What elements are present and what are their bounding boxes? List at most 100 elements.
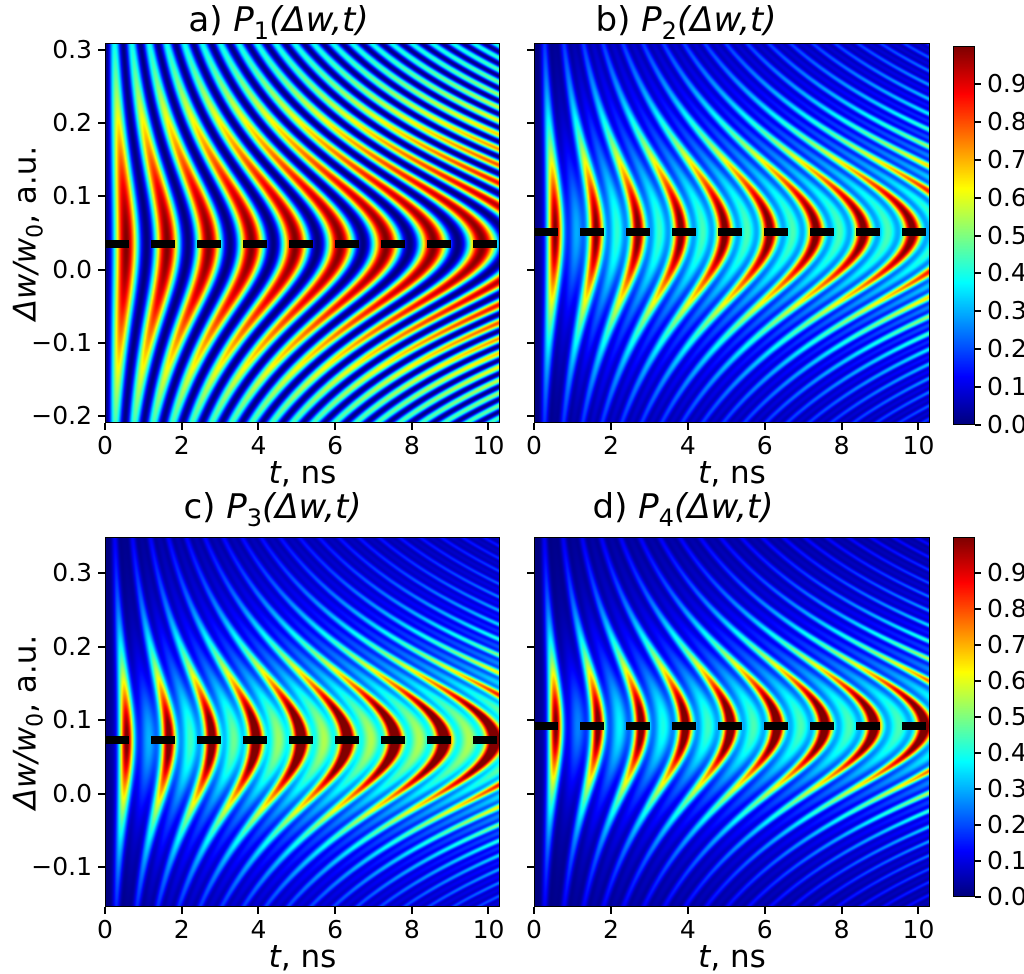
colorbar-tick-mark bbox=[975, 824, 981, 826]
x-tick-label: 2 bbox=[173, 431, 190, 460]
y-tick-mark bbox=[98, 792, 105, 795]
colorbar-tick-label: 0.5 bbox=[987, 702, 1024, 731]
x-axis-label-a: t, ns bbox=[268, 455, 337, 491]
colorbar-tick-label: 0.8 bbox=[987, 106, 1024, 136]
x-tick-mark bbox=[533, 423, 535, 430]
x-tick-mark bbox=[609, 423, 612, 430]
colorbar-tick-mark bbox=[975, 234, 981, 237]
colorbar-tick-mark bbox=[975, 120, 981, 123]
y-tick-mark bbox=[98, 866, 105, 869]
y-tick-label: 0.2 bbox=[52, 108, 92, 138]
panel-b-sub: 2 bbox=[661, 16, 677, 45]
panel-a-sub: 1 bbox=[253, 16, 270, 45]
x-tick-mark bbox=[763, 907, 766, 914]
x-axis-label-c: t, ns bbox=[268, 939, 337, 974]
x-tick-label: 0 bbox=[526, 431, 542, 460]
colorbar-tick-mark bbox=[975, 386, 981, 389]
x-tick-label: 6 bbox=[327, 915, 344, 944]
y-tick-mark bbox=[527, 792, 534, 795]
x-tick-mark bbox=[840, 907, 843, 914]
x-tick-mark bbox=[180, 907, 183, 914]
x-tick-label: 0 bbox=[97, 915, 113, 944]
x-tick-label: 4 bbox=[679, 915, 696, 944]
x-tick-label: 6 bbox=[327, 431, 344, 460]
x-axis-label-b: t, ns bbox=[698, 455, 766, 491]
resonance-dashed-line-a bbox=[105, 239, 500, 248]
colorbar-tick-mark bbox=[975, 196, 981, 199]
x-tick-mark bbox=[334, 423, 337, 430]
x-tick-mark bbox=[686, 423, 689, 430]
heatmap-panel-a bbox=[105, 43, 500, 423]
y-tick-label: 0.0 bbox=[52, 254, 92, 284]
colorbar-tick-label: 0.9 bbox=[987, 68, 1024, 98]
panel-d-func: P bbox=[638, 487, 659, 527]
x-tick-label: 2 bbox=[602, 431, 619, 460]
colorbar-tick-label: 0.3 bbox=[987, 774, 1024, 803]
colorbar-tick-label: 0.0 bbox=[987, 410, 1024, 439]
x-tick-label: 6 bbox=[756, 431, 773, 460]
y-tick-mark bbox=[527, 414, 534, 417]
panel-b-args: (Δw,t) bbox=[676, 0, 777, 40]
colorbar-tick-mark bbox=[975, 752, 981, 754]
x-tick-mark bbox=[410, 423, 413, 430]
colorbar-tick-label: 0.1 bbox=[987, 372, 1024, 402]
panel-a-func: P bbox=[233, 0, 254, 40]
x-tick-label: 8 bbox=[403, 915, 420, 944]
y-tick-mark bbox=[527, 719, 534, 722]
y-tick-label: −0.1 bbox=[31, 327, 92, 357]
colorbar-tick-label: 0.4 bbox=[987, 738, 1024, 767]
panel-c-func: P bbox=[226, 487, 247, 527]
colorbar-tick-label: 0.3 bbox=[987, 296, 1024, 326]
x-tick-mark bbox=[180, 423, 183, 430]
colorbar-tick-mark bbox=[975, 896, 981, 898]
panel-c-title: c) P3(Δw,t) bbox=[183, 487, 361, 532]
colorbar-tick-label: 0.9 bbox=[987, 558, 1024, 587]
heatmap-canvas-c bbox=[106, 538, 499, 906]
resonance-dashed-line-d bbox=[534, 722, 930, 731]
x-tick-label: 2 bbox=[602, 915, 619, 944]
x-tick-mark bbox=[104, 423, 106, 430]
colorbar-tick-mark bbox=[975, 680, 981, 682]
panel-c-letter: c) bbox=[183, 487, 227, 527]
colorbar-tick-label: 0.2 bbox=[987, 334, 1024, 364]
panel-a-title: a) P1(Δw,t) bbox=[188, 0, 368, 45]
x-tick-label: 8 bbox=[403, 431, 420, 460]
colorbar-tick-mark bbox=[975, 348, 981, 351]
x-tick-mark bbox=[257, 423, 260, 430]
x-tick-label: 10 bbox=[472, 431, 505, 460]
panel-d-letter: d) bbox=[592, 487, 639, 527]
y-tick-mark bbox=[98, 645, 105, 648]
panel-a-args: (Δw,t) bbox=[269, 0, 369, 40]
y-tick-mark bbox=[98, 268, 105, 271]
colorbar-tick-label: 0.4 bbox=[987, 258, 1024, 288]
y-tick-label: 0.1 bbox=[52, 181, 92, 211]
x-tick-label: 4 bbox=[250, 431, 267, 460]
y-tick-mark bbox=[98, 122, 105, 125]
y-tick-mark bbox=[98, 414, 105, 417]
y-tick-label: 0.1 bbox=[52, 705, 92, 735]
y-tick-mark bbox=[98, 572, 105, 575]
heatmap-panel-c bbox=[105, 537, 500, 907]
colorbar-tick-mark bbox=[975, 608, 981, 610]
resonance-dashed-line-b bbox=[534, 227, 930, 236]
x-tick-mark bbox=[917, 423, 920, 430]
colorbar-tick-label: 0.7 bbox=[987, 630, 1024, 659]
colorbar-tick-mark bbox=[975, 424, 981, 426]
colorbar-tick-mark bbox=[975, 310, 981, 313]
colorbar-tick-mark bbox=[975, 788, 981, 790]
x-axis-label-d: t, ns bbox=[698, 939, 766, 974]
colorbar-tick-label: 0.8 bbox=[987, 594, 1024, 623]
panel-a-letter: a) bbox=[188, 0, 234, 40]
x-tick-mark bbox=[334, 907, 337, 914]
panel-b-func: P bbox=[641, 0, 662, 40]
x-tick-label: 2 bbox=[173, 915, 190, 944]
y-tick-mark bbox=[527, 572, 534, 575]
y-tick-mark bbox=[98, 49, 105, 52]
y-axis-label-top: Δw/w0, a.u. bbox=[7, 145, 49, 321]
y-tick-label: 0.3 bbox=[52, 35, 92, 65]
x-tick-mark bbox=[686, 907, 689, 914]
x-tick-label: 4 bbox=[250, 915, 267, 944]
panel-b-title: b) P2(Δw,t) bbox=[595, 0, 776, 45]
x-tick-label: 8 bbox=[833, 915, 850, 944]
